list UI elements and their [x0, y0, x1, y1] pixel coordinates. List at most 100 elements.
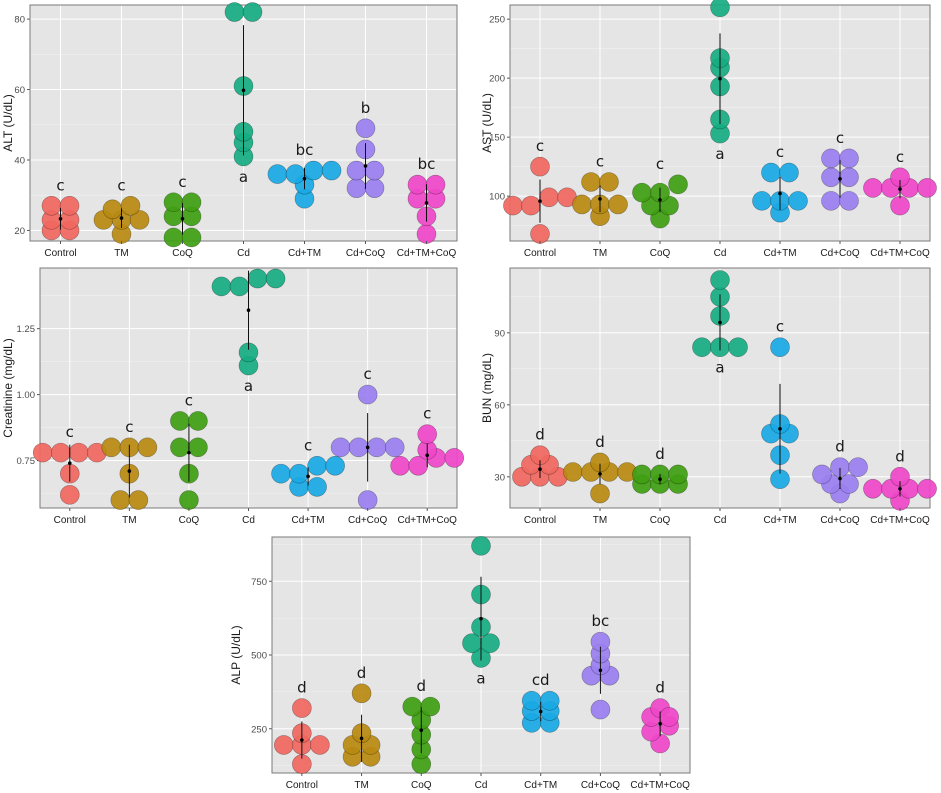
ast-point-tm: [572, 194, 592, 215]
creatinine-point-control: [32, 442, 53, 463]
alp-point-tm: [351, 683, 372, 704]
bun-mean-cd-tm-coq: [898, 487, 902, 491]
ast-significance-control: c: [536, 137, 544, 155]
bun-significance-cd-coq: d: [835, 438, 845, 456]
bun-point-tm: [590, 483, 610, 504]
creatinine-x-tick-label-cd-tm-coq: Cd+TM+CoQ: [397, 515, 457, 526]
ast-y-tick-label: 100: [489, 192, 505, 203]
ast-x-tick-label-cd-tm-coq: Cd+TM+CoQ: [870, 248, 930, 259]
ast-point-control: [503, 195, 523, 216]
alp-x-tick-label-cd-coq: Cd+CoQ: [581, 780, 620, 791]
alp-x-tick-label-coq: CoQ: [411, 780, 432, 791]
ast-point-tm: [608, 194, 628, 215]
alp-significance-coq: d: [417, 677, 427, 695]
bun-x-tick-label-tm: TM: [593, 515, 607, 526]
ast-point-cd-coq: [821, 191, 841, 211]
ast-point-cd-coq: [839, 148, 859, 169]
creatinine-mean-tm: [127, 469, 132, 473]
ast-point-cd-coq: [821, 148, 841, 169]
alt-y-axis-title: ALT (U/dL): [1, 94, 15, 152]
creatinine-point-cd-tm-coq: [417, 424, 438, 444]
ast-significance-cd: a: [715, 145, 724, 163]
bun-point-cd-coq: [848, 457, 868, 478]
ast-mean-cd-tm: [778, 191, 782, 196]
creatinine-x-tick-label-cd: Cd: [242, 515, 255, 526]
ast-y-tick-label: 150: [489, 133, 505, 144]
alt-x-tick-label-cd-tm-coq: Cd+TM+CoQ: [397, 248, 457, 259]
ast-point-cd-tm: [779, 162, 799, 183]
creatinine-mean-cd-tm-coq: [425, 453, 430, 458]
alt-point-cd-coq: [346, 178, 367, 198]
bun-significance-coq: d: [655, 445, 665, 463]
bun-point-coq: [632, 464, 652, 485]
creatinine-point-coq: [170, 437, 190, 458]
alp-point-cd-tm: [539, 690, 560, 711]
alp-point-cd-coq: [590, 699, 611, 720]
ast-significance-tm: c: [596, 153, 604, 171]
alt-mean-cd-coq: [363, 164, 368, 168]
ast-point-cd-tm: [788, 191, 808, 211]
alt-point-control: [41, 195, 62, 216]
ast-y-axis-title: AST (U/dL): [480, 93, 494, 153]
alt-significance-coq: c: [178, 173, 186, 191]
bun-significance-cd-tm: c: [776, 318, 784, 336]
creatinine-y-tick-label: 1.00: [17, 390, 36, 401]
ast-mean-cd-tm-coq: [898, 187, 902, 191]
bun-x-tick-label-cd-tm: Cd+TM: [763, 515, 796, 526]
alt-mean-cd-tm-coq: [424, 201, 429, 205]
bun-mean-cd-coq: [838, 476, 842, 481]
bun-point-cd-tm: [770, 337, 790, 358]
creatinine-point-cd: [265, 268, 286, 289]
bun-panel: 30 60 90 BUN (mg/dL) d Control d TM d CoQ a Cd c Cd+T…: [480, 267, 937, 526]
alt-significance-cd-coq: b: [361, 99, 371, 117]
creatinine-significance-tm: c: [125, 418, 133, 436]
ast-point-control: [530, 156, 550, 177]
alp-point-coq: [402, 696, 423, 717]
bun-point-cd-coq: [812, 464, 832, 485]
alp-significance-tm: d: [357, 664, 367, 682]
ast-point-tm: [581, 172, 601, 192]
creatinine-mean-cd-coq: [365, 445, 370, 450]
bun-mean-tm: [598, 472, 602, 476]
alt-panel: 20 40 60 80 ALT (U/dL) c Control c TM c CoQ a Cd bc Cd…: [1, 2, 458, 259]
alt-point-control: [59, 195, 80, 216]
bun-significance-tm: d: [595, 433, 605, 451]
creatinine-point-cd-tm-coq: [444, 448, 465, 468]
ast-x-tick-label-tm: TM: [593, 248, 607, 259]
ast-mean-cd: [718, 76, 722, 81]
alt-significance-tm: c: [117, 176, 125, 194]
alp-y-tick-label: 250: [251, 724, 267, 735]
alp-point-control: [310, 735, 330, 755]
creatinine-point-cd-tm: [325, 456, 345, 476]
ast-point-coq: [632, 182, 652, 203]
alt-point-tm: [120, 195, 141, 216]
alt-point-cd-tm: [267, 164, 288, 184]
alp-x-tick-label-tm: TM: [354, 780, 368, 791]
ast-significance-cd-coq: c: [836, 129, 844, 147]
creatinine-point-tm: [137, 437, 158, 458]
alt-significance-control: c: [56, 176, 64, 194]
bun-y-tick-label: 60: [494, 400, 505, 411]
ast-mean-cd-coq: [838, 177, 842, 181]
creatinine-significance-cd-tm: c: [304, 436, 312, 454]
creatinine-point-cd-tm: [289, 463, 309, 484]
ast-significance-cd-tm-coq: c: [896, 148, 904, 166]
alt-y-tick-label: 60: [14, 85, 25, 96]
creatinine-mean-cd: [246, 308, 251, 312]
creatinine-point-tm: [110, 490, 131, 510]
creatinine-x-tick-label-tm: TM: [122, 515, 136, 526]
alp-y-tick-label: 500: [251, 651, 267, 662]
bun-x-tick-label-cd-tm-coq: Cd+TM+CoQ: [870, 515, 930, 526]
alp-point-cd-tm: [521, 690, 542, 711]
alt-y-tick-label: 20: [14, 226, 25, 237]
bun-point-cd-tm-coq: [917, 478, 937, 499]
creatinine-point-tm: [101, 437, 122, 458]
creatinine-point-cd: [211, 276, 232, 297]
bun-mean-cd-tm: [778, 427, 782, 431]
alp-mean-coq: [419, 728, 424, 733]
ast-point-cd: [710, 0, 730, 18]
bun-x-tick-label-cd-coq: Cd+CoQ: [820, 515, 859, 526]
creatinine-x-tick-label-cd-tm: Cd+TM: [292, 515, 325, 526]
alp-mean-cd-tm-coq: [658, 722, 662, 726]
alt-point-coq: [163, 227, 184, 248]
